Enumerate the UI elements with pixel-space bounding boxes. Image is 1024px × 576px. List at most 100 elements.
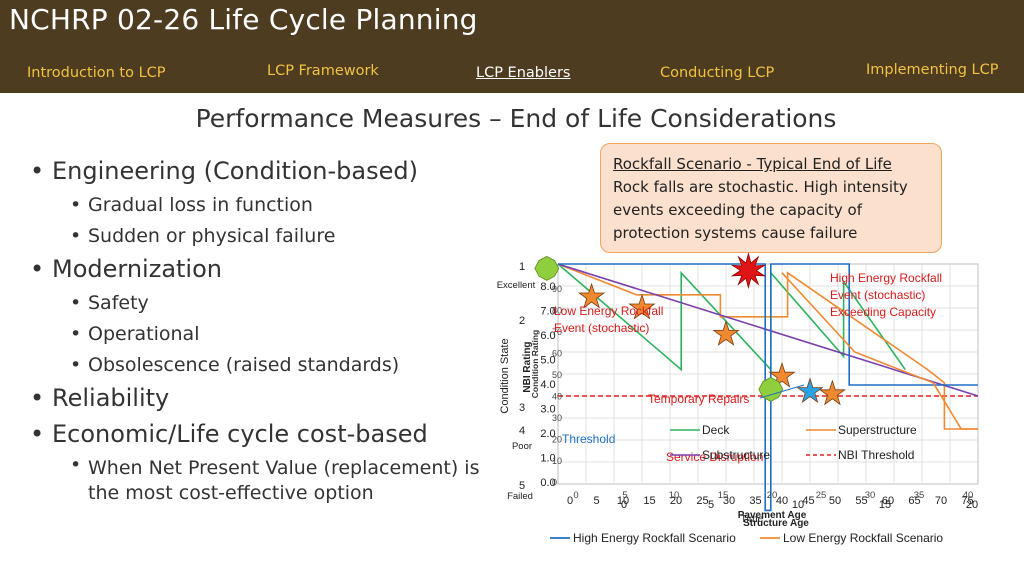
condition-tick-label: 80 [552,306,562,316]
x-tick-label-pavement: 40 [963,490,974,501]
temporary-repairs-annotation: Temporary Repairs [648,392,749,406]
x-tick-label-pavement: 20 [767,490,778,501]
x-tick-label-time: 50 [829,495,841,507]
x-tick-label-structure: 5 [708,499,714,511]
nbi-tick-label: 6.0 [540,330,555,342]
legend-label-substructure: Substructure [702,448,770,462]
x-tick-label-time: 5 [593,495,599,507]
condition-tick-label: 0 [552,478,557,488]
x-axis-title-time: Time [741,513,764,525]
red-burst-marker [730,252,767,290]
x-tick-label-pavement: 0 [573,490,578,501]
nbi-tick-label: 8.0 [540,281,555,293]
condition-state-5: 5 [519,480,525,492]
bullet-reliability: Reliability [30,381,480,415]
x-tick-label-structure: 20 [966,499,978,511]
blue-star-marker [796,377,824,404]
slide-title: Performance Measures – End of Life Consi… [195,104,837,133]
high-energy-annotation: High Energy Rockfall [830,271,942,285]
high-energy-annotation: Event (stochastic) [830,288,925,302]
tab-enablers[interactable]: LCP Enablers [476,65,571,81]
deterioration-chart: 1 Excellent 2 3 4 Poor 5 Failed Condition State 8… [488,252,988,570]
legend-label-low-energy: Low Energy Rockfall Scenario [783,531,943,545]
nbi-tick-label: 3.0 [540,404,555,416]
x-tick-label-time: 75 [961,495,973,507]
x-tick-label-structure: 0 [621,499,627,511]
sub-bullet-npv: When Net Present Value (replacement) is … [30,453,480,506]
service-disruption-annotation: Service Disruption [666,450,763,464]
x-tick-label-time: 0 [567,495,573,507]
low-energy-annotation: Event (stochastic) [554,321,649,335]
x-tick-label-structure: 10 [792,499,804,511]
nbi-tick-label: 2.0 [540,428,555,440]
x-tick-label-pavement: 10 [669,490,680,501]
x-tick-label-time: 65 [908,495,920,507]
sub-bullet-obsolescence: Obsolescence (raised standards) [30,350,480,381]
condition-state-2: 2 [519,315,525,327]
x-tick-label-time: 60 [882,495,894,507]
low-energy-annotation: Low Energy Rockfall [554,304,663,318]
series-line-superstructure [557,263,978,430]
high-energy-annotation: Exceeding Capacity [830,305,936,319]
temporary-repairs-pointer [759,384,805,399]
x-tick-label-structure: 15 [879,499,891,511]
condition-tick-label: 40 [552,392,562,402]
x-tick-label-pavement: 35 [914,490,925,501]
green-octagon-marker [758,376,784,402]
tab-conducting[interactable]: Conducting LCP [660,65,775,81]
threshold-annotation: Threshold [562,432,615,446]
orange-star-marker [577,282,606,309]
callout-title: Rockfall Scenario - Typical End of Life [613,155,892,173]
condition-tick-label: 10 [552,456,562,466]
nbi-axis-title: NBI Rating [522,341,533,392]
bullet-engineering: Engineering (Condition-based) [30,154,480,188]
x-tick-label-pavement: 5 [622,490,627,501]
legend-label-superstructure: Superstructure [838,423,917,437]
sub-bullet-gradual-loss: Gradual loss in function [30,190,480,221]
condition-state-3: 3 [519,402,525,414]
legend-label-deck: Deck [702,423,730,437]
orange-star-marker [712,320,740,346]
app-title: NCHRP 02-26 Life Cycle Planning [9,3,478,36]
green-octagon-marker [534,255,560,281]
series-line-low-energy-rockfall-scenario [781,272,978,430]
tab-introduction[interactable]: Introduction to LCP [27,65,166,81]
condition-excellent: Excellent [497,280,536,291]
x-tick-label-time: 45 [802,495,814,507]
condition-tick-label: 30 [552,413,562,423]
tab-implementing[interactable]: Implementing LCP [866,62,999,78]
x-tick-label-time: 30 [723,495,735,507]
condition-axis-title: Condition Rating [530,330,540,398]
x-tick-label-time: 55 [855,495,867,507]
nbi-tick-label: 7.0 [540,306,555,318]
condition-tick-label: 50 [552,370,562,380]
legend-label-nbi-threshold: NBI Threshold [838,448,914,462]
condition-tick-label: 20 [552,435,562,445]
y-axis-title: Condition State [499,338,511,413]
tab-framework[interactable]: LCP Framework [267,63,379,79]
legend-label-high-energy: High Energy Rockfall Scenario [573,531,736,545]
x-tick-label-time: 40 [776,495,788,507]
sub-bullet-safety: Safety [30,288,480,319]
series-line-substructure [557,263,979,397]
condition-tick-label: 70 [552,327,562,337]
callout-body: Rock falls are stochastic. High intensit… [613,178,908,242]
x-axis-title-pavement: Pavement Age [738,510,807,521]
orange-star-marker [628,293,656,320]
nbi-tick-label: 0.0 [540,477,555,489]
x-tick-label-pavement: 25 [816,490,827,501]
orange-star-marker [818,379,847,406]
x-tick-label-pavement: 30 [865,490,876,501]
sub-bullet-sudden-failure: Sudden or physical failure [30,221,480,252]
nbi-tick-label: 1.0 [540,453,555,465]
condition-failed: Failed [507,491,533,502]
nbi-tick-label: 4.0 [540,379,555,391]
x-tick-label-time: 20 [670,495,682,507]
condition-state-1: 1 [519,261,525,273]
header-bar: NCHRP 02-26 Life Cycle Planning Introduc… [0,0,1024,93]
condition-state-4: 4 [519,425,525,437]
orange-star-marker [768,361,796,388]
x-tick-label-pavement: 15 [718,490,729,501]
bullet-economic: Economic/Life cycle cost-based [30,417,480,451]
